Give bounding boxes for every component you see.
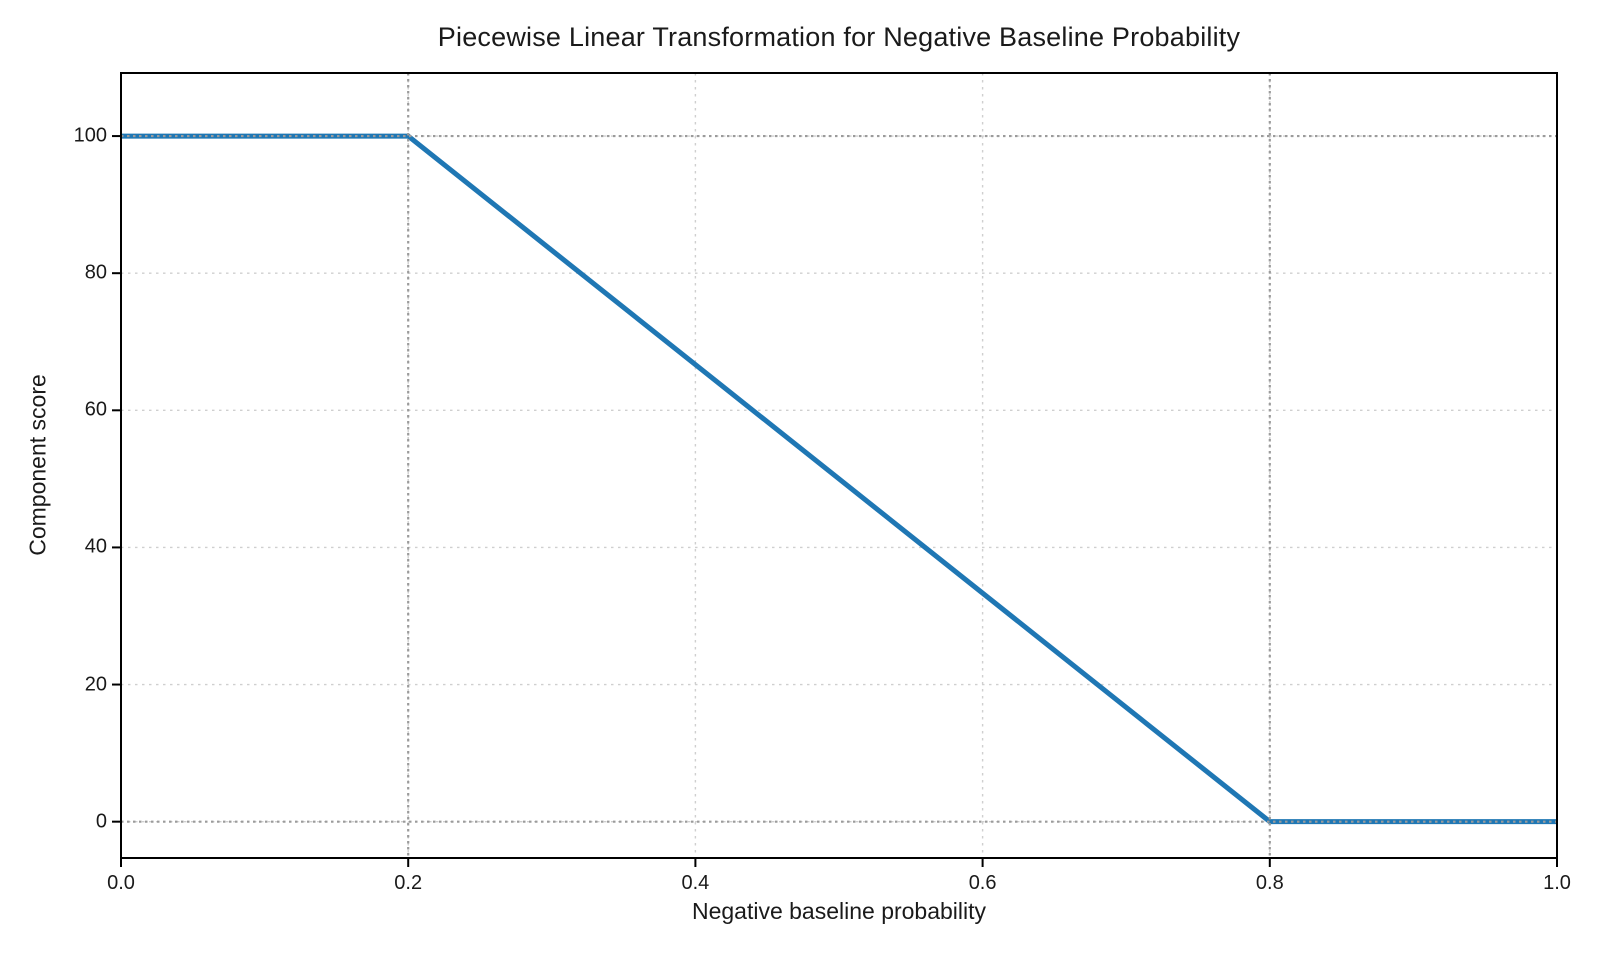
x-tick-label: 0.4 [681,872,710,894]
y-tick-label: 40 [84,535,107,558]
series-line-component-score [121,133,1557,825]
y-tick-label: 0 [95,810,107,833]
y-axis-label: Component score [24,374,51,556]
x-tick-label: 0.8 [1255,872,1284,894]
y-tick-label: 20 [84,673,107,696]
x-tick-label: 1.0 [1543,872,1571,894]
y-tick-label: 60 [84,398,107,421]
y-tick-label: 80 [84,261,107,284]
x-tick-label: 0.0 [107,872,135,894]
y-tick-label: 100 [73,124,107,147]
x-tick-label: 0.6 [968,872,997,894]
axes-spines [120,72,1558,859]
x-axis-label: Negative baseline probability [691,898,987,924]
x-tick-label: 0.2 [394,872,423,894]
chart-title: Piecewise Linear Transformation for Nega… [437,22,1241,52]
